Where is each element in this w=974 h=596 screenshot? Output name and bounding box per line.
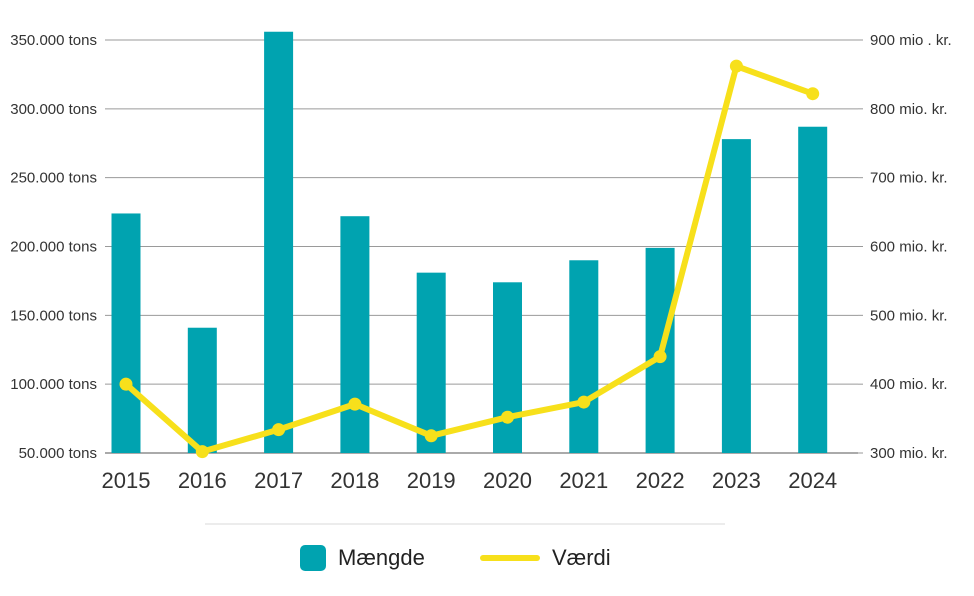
legend-item-maengde: Mængde: [300, 545, 425, 571]
right-tick-label: 800 mio. kr.: [870, 101, 948, 118]
x-tick-label: 2020: [483, 468, 532, 493]
line-series-vaerdi: [119, 59, 820, 459]
point-2017: [272, 423, 286, 437]
point-2023: [729, 59, 743, 73]
point-2024: [806, 87, 820, 101]
legend-swatch-vaerdi: [480, 555, 540, 561]
legend: Mængde Værdi: [0, 545, 974, 585]
bar-2024: [798, 126, 828, 453]
right-tick-label: 400 mio. kr.: [870, 376, 948, 393]
right-tick-label: 500 mio. kr.: [870, 307, 948, 324]
point-2021: [577, 395, 591, 409]
bar-2021: [569, 260, 599, 453]
x-tick-label: 2017: [254, 468, 303, 493]
left-tick-label: 300.000 tons: [10, 101, 97, 118]
x-tick-label: 2018: [330, 468, 379, 493]
bar-2017: [264, 31, 294, 454]
x-tick-label: 2023: [712, 468, 761, 493]
x-axis: 2015 2016 2017 2018 2019 2020 2021 2022 2023 2024: [102, 468, 838, 493]
legend-label-maengde: Mængde: [338, 545, 425, 570]
bar-2016: [187, 327, 217, 453]
left-tick-label: 200.000 tons: [10, 239, 97, 256]
right-tick-label: 700 mio. kr.: [870, 170, 948, 187]
x-tick-label: 2022: [636, 468, 685, 493]
left-tick-label: 150.000 tons: [10, 307, 97, 324]
point-2022: [653, 350, 667, 364]
right-tick-label: 600 mio. kr.: [870, 239, 948, 256]
legend-item-vaerdi: Værdi: [480, 545, 611, 571]
point-2020: [501, 410, 514, 424]
left-tick-label: 350.000 tons: [10, 32, 97, 49]
point-2016: [195, 445, 209, 459]
bar-2018: [340, 216, 370, 453]
point-2019: [424, 429, 438, 443]
point-2015: [119, 377, 133, 391]
x-tick-label: 2024: [788, 468, 837, 493]
legend-swatch-maengde: [300, 545, 326, 571]
line-path-vaerdi: [123, 63, 816, 455]
x-tick-label: 2015: [102, 468, 151, 493]
bar-2015: [111, 213, 141, 453]
point-2018: [348, 397, 362, 411]
left-tick-label: 100.000 tons: [10, 376, 97, 393]
x-tick-label: 2019: [407, 468, 456, 493]
x-tick-label: 2021: [559, 468, 608, 493]
left-tick-label: 250.000 tons: [10, 170, 97, 187]
x-tick-label: 2016: [178, 468, 227, 493]
left-tick-label: 50.000 tons: [19, 445, 97, 462]
right-axis: 900 mio . kr. 800 mio. kr. 700 mio. kr. 600…: [858, 32, 952, 462]
left-axis: 350.000 tons 300.000 tons 250.000 tons 200.…: [10, 32, 97, 462]
right-tick-label: 900 mio . kr.: [870, 32, 952, 49]
bar-series-maengde: [111, 31, 828, 454]
right-tick-label: 300 mio. kr.: [870, 445, 948, 462]
gridlines: [105, 39, 858, 454]
bar-2020: [493, 282, 522, 453]
bar-2023: [721, 139, 751, 453]
bar-2019: [416, 272, 446, 453]
legend-label-vaerdi: Værdi: [552, 545, 611, 570]
